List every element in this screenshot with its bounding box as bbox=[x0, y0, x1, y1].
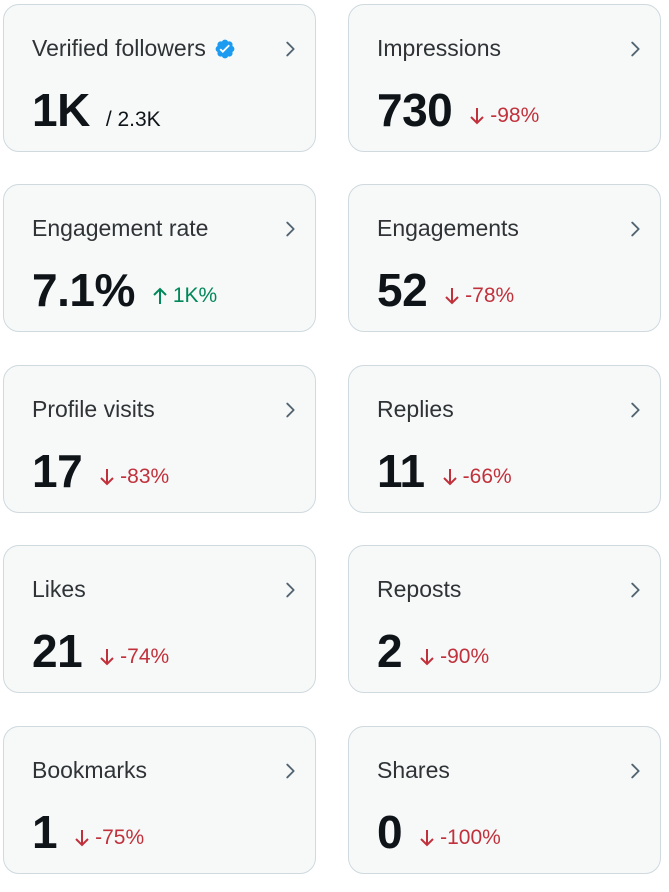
metric-value: 21 bbox=[32, 625, 83, 677]
chevron-right-icon bbox=[286, 402, 295, 418]
metric-value: 1 bbox=[32, 806, 58, 858]
metric-value: 7.1% bbox=[32, 264, 135, 316]
arrow-down-icon bbox=[470, 108, 484, 125]
metric-delta: -100% bbox=[418, 826, 501, 850]
metric-delta: 1K% bbox=[151, 284, 217, 308]
metric-value: 2 bbox=[377, 625, 403, 677]
metric-card-impressions[interactable]: Impressions 730 -98% bbox=[348, 4, 661, 152]
metric-delta: -74% bbox=[98, 645, 169, 669]
card-title: Engagement rate bbox=[32, 215, 209, 241]
arrow-down-icon bbox=[100, 469, 114, 486]
metric-card-reposts[interactable]: Reposts 2 -90% bbox=[348, 545, 661, 693]
arrow-down-icon bbox=[420, 649, 434, 666]
card-title: Impressions bbox=[377, 35, 501, 61]
chevron-right-icon bbox=[286, 582, 295, 598]
card-title: Profile visits bbox=[32, 396, 155, 422]
delta-value: -78% bbox=[465, 284, 515, 307]
metric-value: 730 bbox=[377, 84, 453, 136]
delta-value: 1K% bbox=[172, 284, 218, 307]
verified-badge-icon bbox=[215, 39, 235, 58]
metric-total: / 2.3K bbox=[105, 108, 161, 131]
metric-delta: -90% bbox=[418, 645, 489, 669]
card-title: Engagements bbox=[377, 215, 519, 241]
delta-value: -100% bbox=[440, 826, 501, 849]
metric-card-likes[interactable]: Likes 21 -74% bbox=[3, 545, 316, 693]
metric-card-engagements[interactable]: Engagements 52 -78% bbox=[348, 184, 661, 332]
metric-card-verified-followers[interactable]: Verified followers 1K / 2.3K bbox=[3, 4, 316, 152]
card-title: Bookmarks bbox=[32, 757, 148, 783]
metric-card-engagement-rate[interactable]: Engagement rate 7.1% 1K% bbox=[3, 184, 316, 332]
metric-value: 0 bbox=[377, 806, 403, 858]
card-title: Likes bbox=[32, 576, 86, 602]
delta-value: -90% bbox=[440, 645, 490, 668]
metric-card-replies[interactable]: Replies 11 -66% bbox=[348, 365, 661, 513]
chevron-right-icon bbox=[631, 763, 640, 779]
chevron-right-icon bbox=[286, 221, 295, 237]
chevron-right-icon bbox=[286, 41, 295, 57]
metric-delta: -98% bbox=[468, 104, 539, 128]
arrow-down-icon bbox=[100, 649, 114, 666]
delta-value: -75% bbox=[95, 826, 145, 849]
chevron-right-icon bbox=[631, 582, 640, 598]
metric-value: 1K bbox=[32, 84, 90, 136]
card-title: Replies bbox=[377, 396, 454, 422]
arrow-down-icon bbox=[75, 830, 89, 847]
arrow-up-icon bbox=[153, 287, 167, 304]
chevron-right-icon bbox=[631, 402, 640, 418]
metric-value: 17 bbox=[32, 445, 83, 497]
metric-delta: -78% bbox=[443, 284, 514, 308]
card-title: Verified followers bbox=[32, 35, 206, 61]
metric-delta: -83% bbox=[98, 465, 169, 489]
arrow-down-icon bbox=[420, 830, 434, 847]
metric-card-profile-visits[interactable]: Profile visits 17 -83% bbox=[3, 365, 316, 513]
chevron-right-icon bbox=[631, 41, 640, 57]
delta-value: -66% bbox=[462, 465, 512, 488]
metric-card-bookmarks[interactable]: Bookmarks 1 -75% bbox=[3, 726, 316, 874]
metric-delta: -75% bbox=[73, 826, 144, 850]
metric-value: 52 bbox=[377, 264, 428, 316]
arrow-down-icon bbox=[442, 469, 457, 486]
delta-value: -83% bbox=[120, 465, 170, 488]
delta-value: -74% bbox=[120, 645, 170, 668]
card-title: Reposts bbox=[377, 576, 462, 602]
metric-delta: -66% bbox=[441, 465, 512, 489]
metric-value: 11 bbox=[377, 445, 425, 497]
arrow-down-icon bbox=[445, 288, 459, 305]
chevron-right-icon bbox=[631, 221, 640, 237]
card-title: Shares bbox=[377, 757, 450, 783]
delta-value: -98% bbox=[490, 104, 540, 127]
metric-card-shares[interactable]: Shares 0 -100% bbox=[348, 726, 661, 874]
chevron-right-icon bbox=[286, 763, 295, 779]
